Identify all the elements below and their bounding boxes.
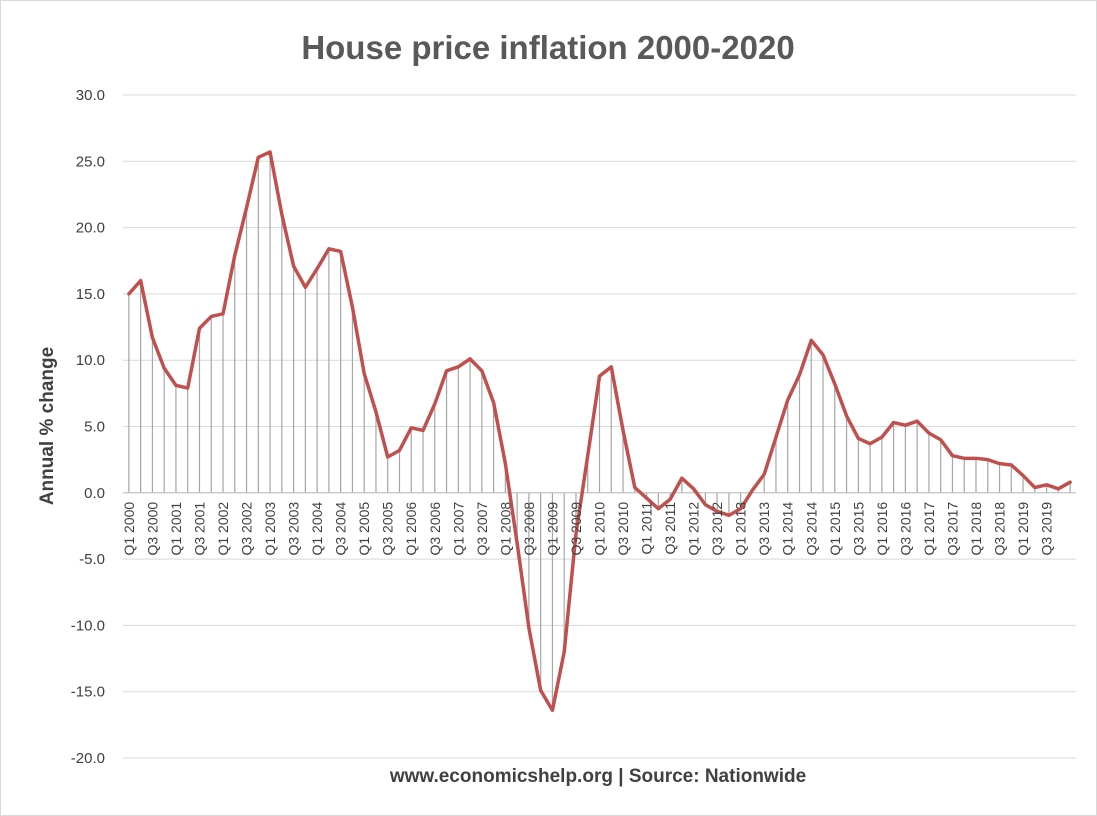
y-tick-label: 15.0: [76, 286, 105, 303]
x-tick-label: Q3 2019: [1039, 502, 1055, 556]
x-tick-label: Q3 2018: [992, 502, 1008, 556]
x-tick-label: Q1 2019: [1015, 502, 1031, 556]
x-tick-label: Q3 2004: [333, 502, 349, 556]
x-tick-label: Q3 2007: [474, 502, 490, 556]
x-tick-label: Q1 2001: [168, 502, 184, 556]
y-tick-label: -20.0: [71, 750, 105, 767]
y-tick-label: 10.0: [76, 352, 105, 369]
y-axis-label: Annual % change: [37, 347, 58, 505]
x-tick-label: Q1 2016: [874, 502, 890, 556]
x-tick-label: Q1 2003: [262, 502, 278, 556]
x-tick-label: Q3 2011: [662, 502, 678, 555]
x-tick-label: Q1 2018: [968, 502, 984, 556]
x-tick-label: Q1 2005: [356, 502, 372, 556]
y-tick-label: 0.0: [84, 485, 105, 502]
y-tick-label: 25.0: [76, 153, 105, 170]
x-tick-label: Q3 2005: [380, 502, 396, 556]
x-tick-label: Q1 2010: [592, 502, 608, 556]
x-tick-label: Q3 2002: [239, 502, 255, 556]
x-tick-label: Q3 2014: [803, 502, 819, 556]
x-tick-label: Q3 2012: [709, 502, 725, 556]
x-tick-label: Q3 2001: [191, 502, 207, 556]
x-tick-label: Q3 2010: [615, 502, 631, 556]
x-tick-label: Q1 2011: [639, 502, 655, 555]
x-tick-label: Q1 2008: [497, 502, 513, 556]
x-tick-label: Q3 2008: [521, 502, 537, 556]
x-tick-label: Q3 2006: [427, 502, 443, 556]
y-tick-label: -5.0: [79, 551, 105, 568]
x-tick-label: Q3 2015: [850, 502, 866, 556]
x-tick-label: Q3 2017: [944, 502, 960, 556]
x-tick-label: Q1 2004: [309, 502, 325, 556]
y-tick-label: 20.0: [76, 220, 105, 237]
footer-source: www.economicshelp.org | Source: Nationwi…: [389, 766, 806, 787]
y-tick-label: 30.0: [76, 87, 105, 104]
x-tick-label: Q3 2000: [144, 502, 160, 556]
x-tick-label: Q3 2009: [568, 502, 584, 556]
x-tick-label: Q1 2007: [450, 502, 466, 556]
x-tick-label: Q1 2015: [827, 502, 843, 556]
series-line-house-price-inflation: [127, 150, 1072, 713]
x-tick-label: Q1 2002: [215, 502, 231, 556]
x-tick-label: Q1 2006: [403, 502, 419, 556]
x-tick-label: Q3 2013: [756, 502, 772, 556]
x-tick-label: Q1 2017: [921, 502, 937, 556]
x-tick-label: Q1 2012: [686, 502, 702, 556]
x-tick-labels: Q1 2000 Q3 2000 Q1 2001 Q3 2001 Q1 2002 Q3 20…: [121, 502, 1055, 556]
chart-title: House price inflation 2000-2020: [301, 29, 794, 66]
x-tick-label: Q1 2000: [121, 502, 137, 556]
y-tick-label: 5.0: [84, 419, 105, 436]
y-tick-label: -10.0: [71, 617, 105, 634]
x-tick-label: Q1 2014: [780, 502, 796, 556]
x-tick-label: Q1 2013: [733, 502, 749, 556]
y-tick-labels: 30.0 25.0 20.0 15.0 10.0 5.0 0.0 -5.0 -10.0 -15.0…: [71, 87, 105, 767]
x-tick-label: Q3 2003: [286, 502, 302, 556]
drop-lines: [128, 152, 1071, 711]
x-tick-label: Q3 2016: [897, 502, 913, 556]
y-tick-label: -15.0: [71, 684, 105, 701]
x-tick-label: Q1 2009: [544, 502, 560, 556]
